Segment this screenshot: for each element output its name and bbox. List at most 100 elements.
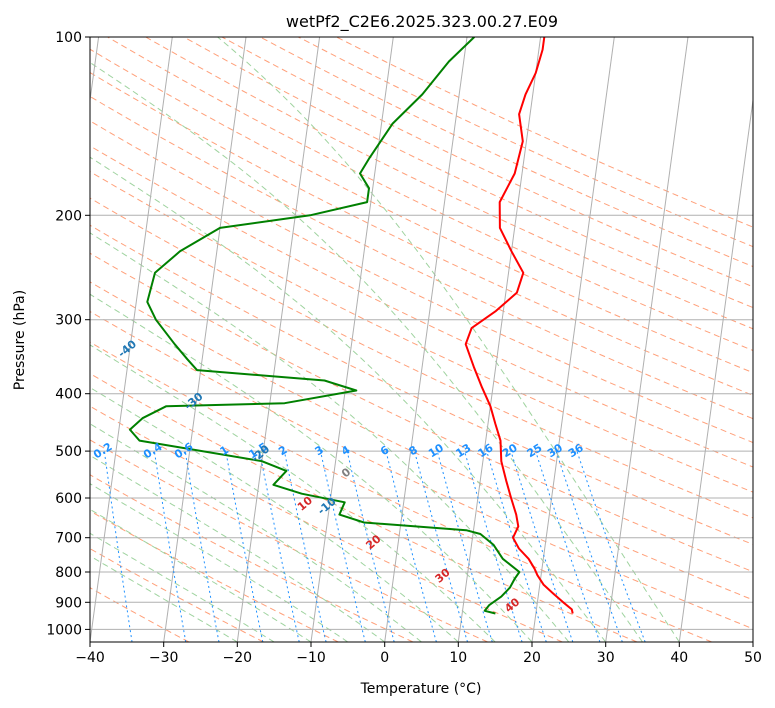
x-tick-label: 40 [670, 650, 688, 666]
grid-lines [90, 37, 753, 630]
dry-adiabat-line [90, 145, 753, 468]
dry-adiabats [90, 37, 753, 642]
y-tick-label: 300 [55, 313, 82, 329]
x-tick-label: 10 [449, 650, 467, 666]
dry-adiabat-line [90, 252, 753, 573]
isotherm-line [457, 37, 542, 642]
dry-adiabat-line [90, 439, 488, 642]
isotherm-label: -50 [49, 285, 73, 308]
dry-adiabat-line [90, 48, 753, 374]
mixing-ratio-line [153, 451, 187, 642]
mixing-ratio-label: 13 [454, 441, 474, 460]
moist-adiabat-line [217, 37, 680, 642]
isotherm-line [90, 37, 100, 104]
isotherm-line [605, 37, 689, 642]
mixing-ratio-line [385, 450, 437, 642]
moist-adiabat-line [90, 232, 570, 642]
moist-adiabats [90, 37, 680, 642]
isotherms [90, 37, 753, 642]
mixing-ratio-line [225, 451, 264, 642]
dry-adiabat-line [90, 341, 712, 642]
dry-adiabat-line [336, 37, 753, 228]
moist-adiabat-line [90, 386, 459, 642]
dry-adiabat-line [259, 37, 753, 268]
dry-adiabat-line [90, 405, 563, 642]
dry-adiabat-line [90, 71, 753, 396]
mixing-ratio-line [436, 450, 493, 642]
isotherm-line [752, 638, 753, 642]
mixing-ratio-line [576, 450, 646, 642]
dry-adiabat-line [90, 171, 753, 493]
mixing-ratio-line [535, 450, 601, 642]
moist-adiabat-line [90, 156, 607, 642]
mixing-ratio-line [464, 450, 523, 642]
dry-adiabat-line [298, 37, 753, 248]
y-tick-label: 600 [55, 491, 82, 507]
y-axis-label: Pressure (hPa) [12, 290, 28, 390]
mixing-ratio-label: 0.6 [172, 440, 196, 462]
y-tick-label: 100 [55, 30, 82, 46]
x-tick-label: 30 [597, 650, 615, 666]
mixing-ratio-label: 10 [426, 441, 446, 460]
isotherm-label: 40 [502, 595, 522, 615]
isotherm-line [678, 96, 753, 642]
x-tick-label: 0 [380, 650, 389, 666]
moist-adiabat-line [90, 423, 422, 642]
mixing-ratio-line [283, 450, 327, 642]
dry-adiabat-line [90, 95, 753, 420]
mixing-ratio-line [414, 450, 468, 642]
x-axis-label: Temperature (°C) [360, 681, 482, 697]
y-tick-label: 500 [55, 444, 82, 460]
x-tick-label: −30 [149, 650, 179, 666]
moist-adiabat-line [90, 532, 275, 642]
isotherm-line [384, 37, 468, 642]
mixing-ratio-line [184, 451, 220, 642]
dry-adiabat-line [90, 310, 753, 630]
moist-adiabat-line [90, 508, 312, 642]
temperature-trace [464, 37, 574, 614]
mixing-ratio-label: 0.4 [141, 440, 165, 462]
mixing-ratio-label: 36 [566, 441, 586, 460]
dry-adiabat-line [221, 37, 753, 288]
dry-adiabat-line [90, 373, 638, 642]
chart-title: wetPf2_C2E6.2025.323.00.27.E09 [286, 12, 558, 32]
plot-frame [89, 36, 754, 643]
x-tick-label: −20 [223, 650, 253, 666]
moist-adiabat-line [90, 555, 238, 642]
isotherm-label: -30 [182, 390, 206, 413]
moist-adiabat-line [90, 344, 496, 642]
mixing-ratio-line [320, 450, 366, 642]
isopleth-labels: 0.10.20.40.611.52346810131620253036-100-… [49, 285, 586, 615]
y-tick-label: 800 [55, 565, 82, 581]
isotherm-label: -40 [115, 337, 139, 360]
dry-adiabat-line [107, 37, 753, 352]
isotherm-label: 0 [339, 465, 353, 480]
moist-adiabat-line [90, 293, 533, 642]
mixing-ratio-lines [103, 450, 646, 642]
dry-adiabat-line [183, 37, 753, 309]
moist-adiabat-line [90, 61, 643, 642]
isotherm-line [236, 37, 321, 642]
mixing-ratio-line [555, 450, 623, 642]
plot-area: 0.10.20.40.611.52346810131620253036-100-… [49, 37, 753, 642]
dry-adiabat-line [90, 224, 753, 545]
y-tick-label: 200 [55, 208, 82, 224]
dry-adiabat-line [90, 281, 753, 601]
mixing-ratio-line [346, 450, 395, 642]
isotherm-line [90, 37, 173, 642]
y-tick-label: 900 [55, 595, 82, 611]
y-tick-label: 400 [55, 387, 82, 403]
dry-adiabat-line [90, 474, 414, 642]
mixing-ratio-line [259, 451, 300, 642]
x-tick-label: 20 [523, 650, 541, 666]
mixing-ratio-label: 25 [525, 441, 545, 460]
moist-adiabat-line [90, 454, 385, 642]
isotherm-line [163, 37, 247, 642]
dry-adiabat-line [145, 37, 753, 330]
isotherm-line [531, 37, 615, 642]
y-tick-label: 700 [55, 531, 82, 547]
x-tick-label: −40 [75, 650, 105, 666]
mixing-ratio-line [103, 451, 133, 642]
x-tick-label: −10 [296, 650, 326, 666]
